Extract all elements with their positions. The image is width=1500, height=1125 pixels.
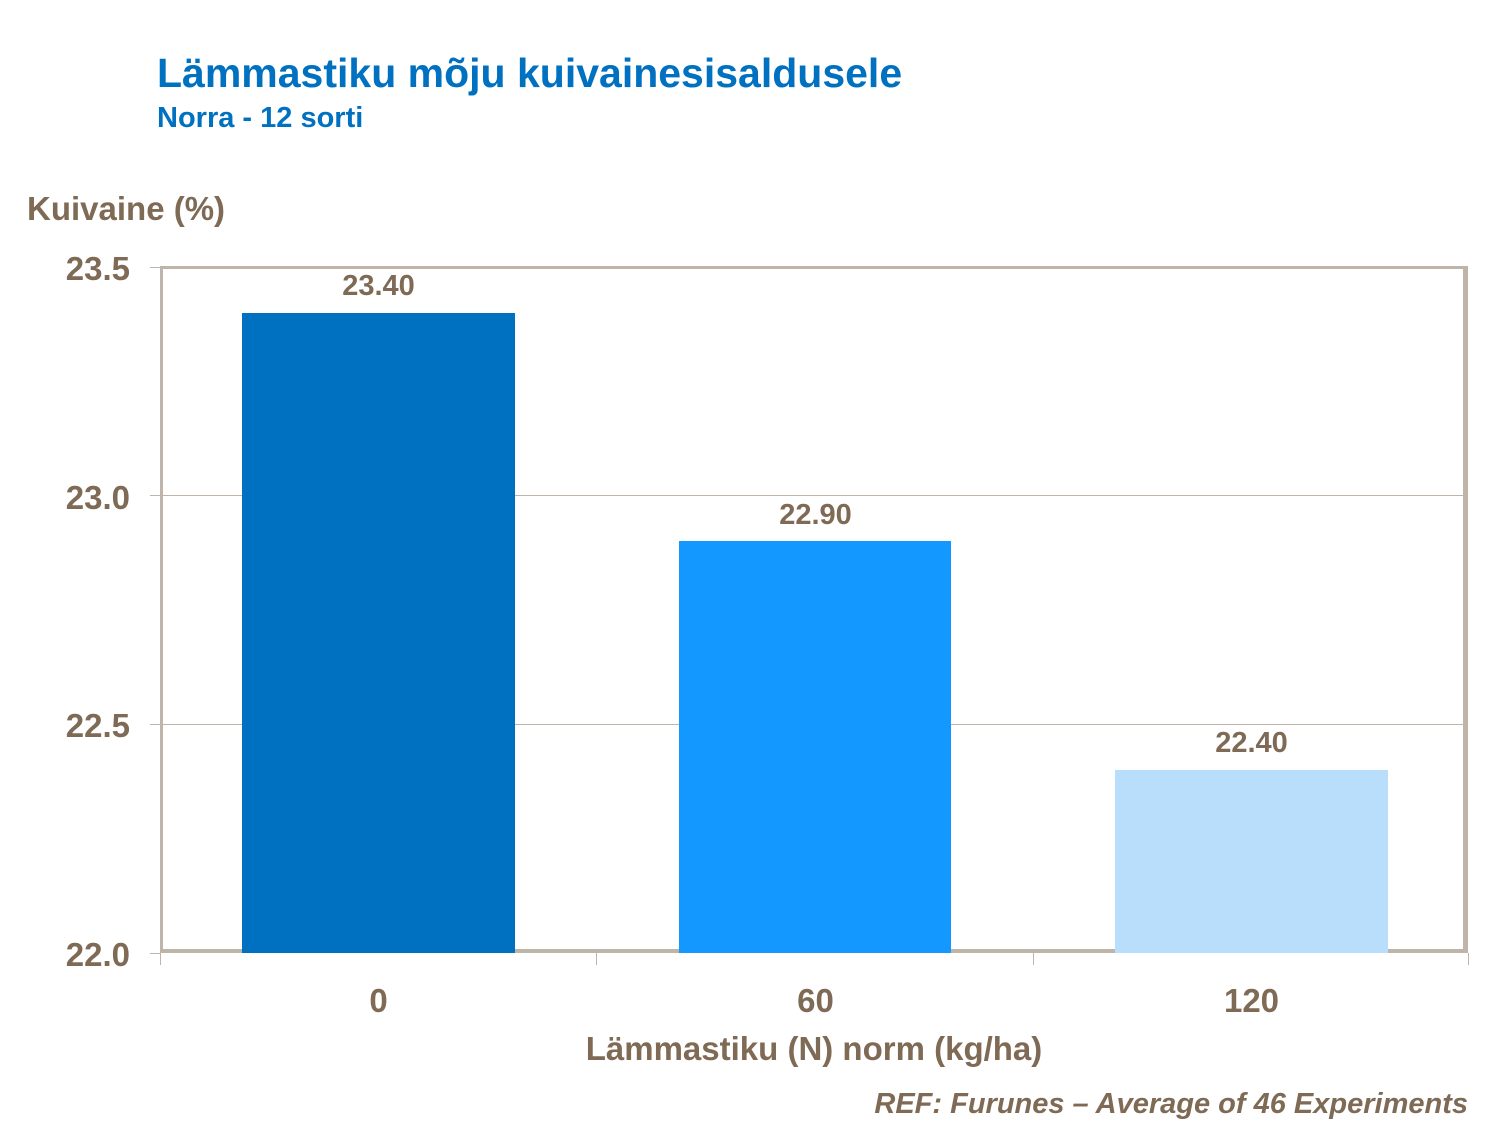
gridline bbox=[163, 495, 1463, 496]
x-tick-mark bbox=[1468, 953, 1469, 965]
y-axis-label: Kuivaine (%) bbox=[27, 190, 226, 227]
y-tick-label: 23.0 bbox=[65, 479, 130, 516]
chart-title: Lämmastiku mõju kuivainesisaldusele bbox=[157, 50, 903, 96]
bar-value-label: 23.40 bbox=[342, 270, 415, 302]
y-tick-mark bbox=[150, 724, 160, 725]
y-tick-label: 23.5 bbox=[65, 250, 130, 287]
chart-subtitle: Norra - 12 sorti bbox=[157, 102, 364, 134]
bar-0-kg bbox=[242, 312, 515, 953]
bar-value-label: 22.40 bbox=[1215, 727, 1288, 759]
x-axis-label: Lämmastiku (N) norm (kg/ha) bbox=[585, 1030, 1043, 1067]
bar-value-label: 22.90 bbox=[779, 499, 852, 531]
x-tick-mark bbox=[1033, 953, 1034, 965]
bar-120-kg bbox=[1115, 770, 1388, 953]
y-tick-label: 22.0 bbox=[65, 936, 130, 973]
x-tick-label: 60 bbox=[797, 982, 834, 1019]
bar-60-kg bbox=[679, 541, 951, 953]
x-tick-mark bbox=[596, 953, 597, 965]
y-tick-mark bbox=[150, 495, 160, 496]
x-tick-label: 120 bbox=[1223, 982, 1280, 1019]
x-tick-mark bbox=[160, 953, 161, 965]
reference-note: REF: Furunes – Average of 46 Experiments bbox=[874, 1088, 1468, 1120]
y-tick-label: 22.5 bbox=[65, 707, 130, 744]
x-tick-label: 0 bbox=[369, 982, 388, 1019]
y-tick-mark bbox=[150, 267, 160, 268]
y-tick-mark bbox=[150, 953, 160, 954]
